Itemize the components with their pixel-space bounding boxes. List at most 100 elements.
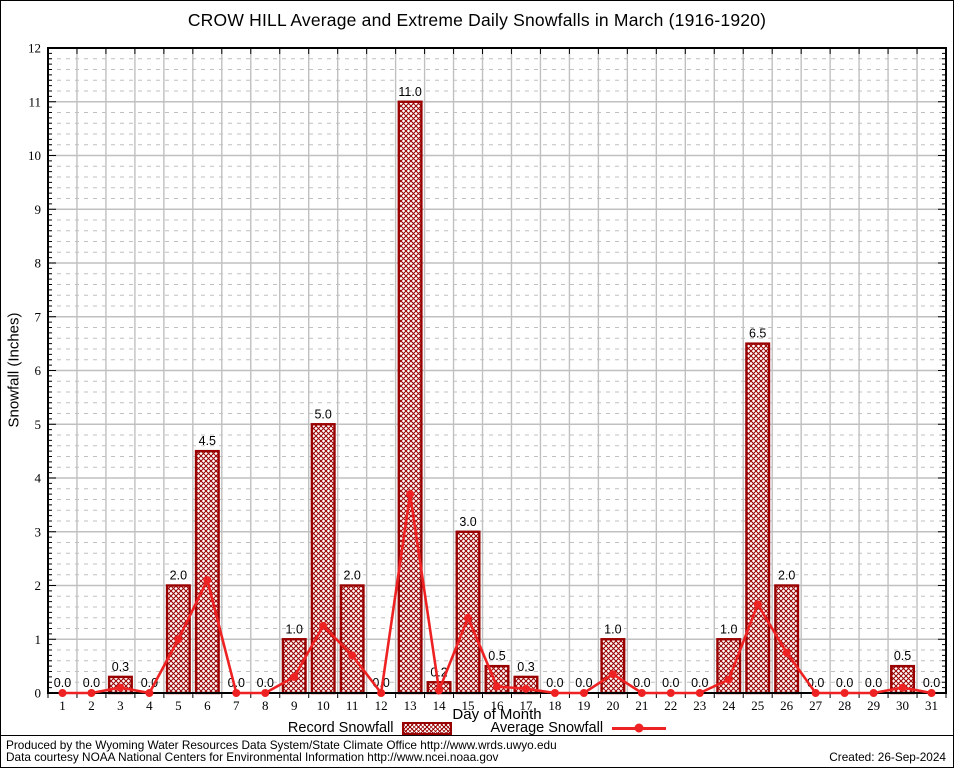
snowfall-chart: 0.0 0.00.30.02.04.50.0 0.01.05.02.00.011.0…	[28, 41, 947, 714]
bar-value-label: 0.3	[517, 660, 534, 674]
bar-value-label: 0.0	[54, 676, 71, 690]
x-tick-label: 17	[519, 698, 533, 713]
bar-value-label: 11.0	[398, 85, 421, 99]
average-snowfall-marker-day-26	[782, 648, 791, 657]
average-snowfall-marker-day-16	[493, 682, 501, 691]
y-tick-label: 7	[35, 309, 42, 324]
x-tick-label: 4	[146, 698, 153, 713]
average-snowfall-marker-day-15	[464, 613, 473, 622]
average-snowfall-marker-day-10	[319, 621, 328, 630]
average-snowfall-marker-day-7	[232, 689, 241, 697]
x-tick-label: 2	[88, 698, 95, 713]
average-snowfall-marker-day-27	[811, 689, 820, 697]
footer-created-date: Created: 26-Sep-2024	[829, 750, 946, 764]
average-snowfall-marker-day-2	[87, 689, 96, 697]
bar-value-label: 1.0	[720, 622, 737, 636]
bar-value-label: 0.0	[575, 676, 592, 690]
y-tick-label: 3	[35, 524, 42, 539]
average-snowfall-markers	[58, 490, 936, 697]
x-tick-label: 1	[59, 698, 66, 713]
average-snowfall-marker-day-23	[695, 689, 704, 697]
page-title: CROW HILL Average and Extreme Daily Snow…	[187, 10, 767, 30]
x-tick-label: 30	[896, 698, 909, 713]
bar-value-label: 0.5	[488, 649, 505, 663]
y-tick-label: 2	[35, 578, 42, 593]
average-snowfall-marker-day-12	[377, 689, 386, 697]
x-tick-label: 18	[548, 698, 561, 713]
y-tick-label: 1	[35, 632, 42, 647]
x-tick-label: 22	[664, 698, 677, 713]
bar-value-label: 0.0	[923, 676, 940, 690]
x-tick-label: 21	[635, 698, 648, 713]
record-snowfall-bar-day-11	[339, 584, 365, 695]
x-tick-label: 10	[317, 698, 330, 713]
average-snowfall-marker-day-18	[550, 689, 559, 697]
average-snowfall-marker-day-31	[927, 689, 936, 697]
x-tick-label: 16	[491, 698, 505, 713]
average-snowfall-marker-day-14	[435, 686, 444, 695]
y-tick-label: 5	[35, 417, 42, 432]
bar-value-label: 0.5	[894, 649, 911, 663]
bar-value-label: 0.0	[546, 676, 563, 690]
record-snowfall-bar-day-10	[310, 423, 336, 695]
y-tick-label: 9	[35, 202, 42, 217]
bar-value-label: 0.0	[257, 676, 274, 690]
average-snowfall-marker-day-21	[637, 689, 646, 697]
bar-value-label: 4.5	[199, 434, 216, 448]
x-tick-label: 25	[751, 698, 764, 713]
record-snowfall-bar-day-15	[455, 530, 481, 695]
average-snowfall-marker-day-1	[58, 689, 67, 697]
x-tick-label: 8	[262, 698, 269, 713]
x-tick-label: 11	[346, 698, 359, 713]
x-tick-label: 29	[867, 698, 880, 713]
average-snowfall-marker-day-22	[666, 689, 675, 697]
line-marker-dot-icon	[634, 723, 644, 733]
y-tick-label: 12	[28, 41, 41, 56]
average-snowfall-marker-day-28	[840, 689, 849, 697]
average-snowfall-marker-day-24	[724, 675, 733, 684]
average-snowfall-line-icon	[612, 723, 667, 733]
average-snowfall-marker-day-8	[261, 689, 270, 697]
axes-frame	[47, 47, 947, 698]
y-tick-label: 0	[35, 686, 42, 701]
average-snowfall-marker-day-13	[406, 490, 415, 499]
footer-produced-by: Produced by the Wyoming Water Resources …	[6, 738, 557, 752]
x-tick-label: 9	[291, 698, 298, 713]
x-tick-label: 31	[925, 698, 938, 713]
bar-value-label: 0.0	[865, 676, 882, 690]
x-tick-label: 28	[838, 698, 851, 713]
bar-value-label: 2.0	[343, 569, 360, 583]
gridlines	[48, 48, 946, 693]
bar-value-label: 0.0	[633, 676, 650, 690]
record-snowfall-bar-day-25	[745, 342, 771, 695]
bar-value-labels: 0.0 0.0 0.3 0.0 2.0 4.5 0.0 0.0 1.0 5.0 2.0 0.0 11.0…	[54, 85, 940, 690]
average-snowfall-marker-day-17	[521, 684, 530, 693]
bar-value-label: 0.0	[836, 676, 853, 690]
record-snowfall-bar-day-20	[600, 638, 626, 695]
x-tick-label: 5	[175, 698, 182, 713]
x-tick-label: 6	[204, 698, 211, 713]
average-snowfall-marker-day-25	[753, 600, 762, 609]
bar-value-label: 1.0	[286, 622, 303, 636]
x-tick-label: 3	[117, 698, 124, 713]
footer-data-courtesy: Data courtesy NOAA National Centers for …	[6, 750, 499, 764]
x-tick-label: 20	[606, 698, 619, 713]
record-snowfall-bar-day-13	[397, 100, 423, 695]
average-snowfall-marker-day-11	[348, 651, 357, 660]
chart-legend: Record Snowfall Average Snowfall	[1, 720, 953, 736]
bar-value-label: 0.0	[83, 676, 100, 690]
record-snowfall-bars	[107, 100, 916, 695]
x-tick-label: 15	[462, 698, 475, 713]
bar-value-label: 2.0	[778, 569, 795, 583]
y-tick-label: 11	[28, 94, 41, 109]
average-snowfall-marker-day-30	[898, 683, 907, 692]
y-tick-label: 8	[35, 256, 42, 271]
bar-value-label: 2.0	[170, 569, 187, 583]
bar-value-label: 0.3	[112, 660, 129, 674]
record-snowfall-swatch-icon	[402, 721, 453, 735]
record-snowfall-bar-day-24	[716, 638, 742, 695]
bar-value-label: 6.5	[749, 327, 766, 341]
average-snowfall-marker-day-29	[869, 689, 878, 697]
y-tick-label: 4	[35, 471, 42, 486]
